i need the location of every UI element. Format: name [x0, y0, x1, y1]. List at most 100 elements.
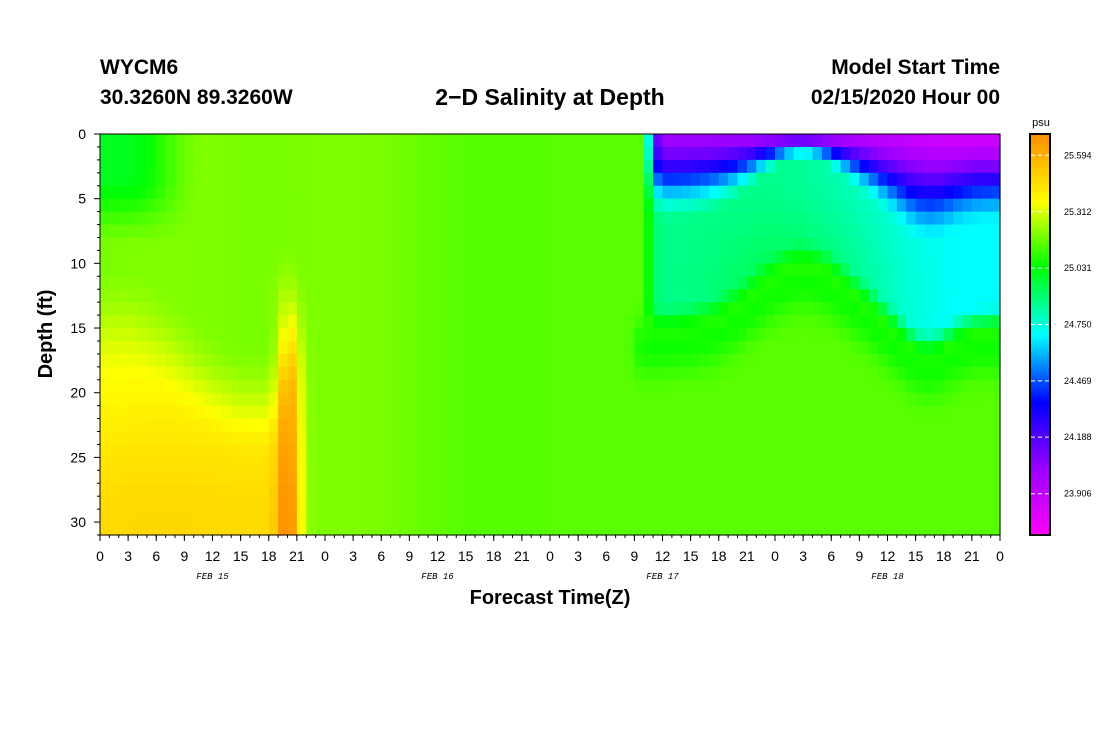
- heatmap-cell: [578, 146, 589, 161]
- heatmap-cell: [165, 431, 176, 446]
- heatmap-cell: [578, 470, 589, 484]
- heatmap-cell: [409, 134, 420, 148]
- heatmap-cell: [709, 159, 720, 174]
- heatmap-cell: [409, 263, 420, 277]
- heatmap-cell: [700, 483, 710, 497]
- heatmap-cell: [446, 315, 457, 329]
- heatmap-cell: [456, 172, 467, 187]
- heatmap-cell: [325, 134, 335, 148]
- heatmap-cell: [156, 353, 167, 368]
- heatmap-cell: [643, 418, 654, 433]
- heatmap-cell: [896, 250, 907, 264]
- heatmap-cell: [643, 146, 654, 161]
- heatmap-cell: [465, 522, 476, 536]
- heatmap-cell: [775, 379, 785, 394]
- heatmap-cell: [671, 328, 682, 342]
- heatmap-cell: [381, 146, 392, 161]
- heatmap-cell: [175, 302, 185, 316]
- heatmap-cell: [306, 353, 317, 368]
- heatmap-cell: [587, 185, 598, 200]
- heatmap-cell: [503, 146, 514, 161]
- heatmap-cell: [625, 366, 635, 381]
- heatmap-cell: [343, 172, 354, 187]
- heatmap-cell: [362, 198, 373, 213]
- heatmap-cell: [756, 237, 767, 252]
- heatmap-cell: [175, 198, 185, 213]
- heatmap-cell: [728, 470, 739, 484]
- heatmap-cell: [456, 289, 467, 303]
- heatmap-cell: [381, 328, 392, 342]
- heatmap-cell: [231, 431, 242, 446]
- heatmap-cell: [400, 172, 410, 187]
- heatmap-cell: [690, 315, 701, 329]
- heatmap-cell: [437, 405, 448, 420]
- heatmap-cell: [343, 250, 354, 264]
- heatmap-cell: [146, 392, 157, 407]
- heatmap-cell: [746, 237, 757, 252]
- heatmap-cell: [456, 418, 467, 433]
- heatmap-cell: [793, 134, 804, 148]
- heatmap-cell: [681, 237, 692, 252]
- heatmap-cell: [343, 263, 354, 277]
- heatmap-cell: [784, 353, 795, 368]
- heatmap-cell: [203, 198, 214, 213]
- heatmap-cell: [165, 289, 176, 303]
- heatmap-cell: [381, 379, 392, 394]
- heatmap-cell: [306, 315, 317, 329]
- heatmap-cell: [718, 483, 729, 497]
- heatmap-cell: [418, 159, 429, 174]
- heatmap-cell: [887, 431, 898, 446]
- heatmap-cell: [578, 444, 589, 458]
- heatmap-cell: [250, 392, 260, 407]
- heatmap-cell: [906, 328, 917, 342]
- heatmap-cell: [971, 353, 982, 368]
- heatmap-cell: [662, 444, 673, 458]
- heatmap-cell: [700, 315, 710, 329]
- heatmap-cell: [475, 250, 485, 264]
- heatmap-cell: [193, 379, 204, 394]
- heatmap-cell: [925, 289, 935, 303]
- heatmap-cell: [165, 392, 176, 407]
- heatmap-cell: [756, 328, 767, 342]
- heatmap-cell: [146, 289, 157, 303]
- heatmap-cell: [221, 418, 232, 433]
- heatmap-cell: [334, 146, 345, 161]
- heatmap-cell: [643, 172, 654, 187]
- heatmap-cell: [315, 328, 326, 342]
- heatmap-cell: [812, 496, 823, 510]
- heatmap-cell: [212, 185, 223, 200]
- heatmap-cell: [915, 224, 926, 239]
- heatmap-cell: [278, 289, 289, 303]
- heatmap-cell: [381, 353, 392, 368]
- heatmap-cell: [606, 146, 617, 161]
- heatmap-cell: [437, 134, 448, 148]
- heatmap-cell: [128, 328, 139, 342]
- heatmap-cell: [418, 185, 429, 200]
- heatmap-cell: [212, 457, 223, 471]
- heatmap-cell: [850, 263, 860, 277]
- heatmap-cell: [390, 134, 401, 148]
- heatmap-cell: [878, 146, 889, 161]
- heatmap-cell: [625, 250, 635, 264]
- heatmap-cell: [568, 470, 579, 484]
- heatmap-cell: [371, 457, 382, 471]
- heatmap-cell: [146, 353, 157, 368]
- heatmap-cell: [531, 172, 542, 187]
- heatmap-cell: [250, 250, 260, 264]
- heatmap-cell: [990, 146, 1001, 161]
- heatmap-cell: [175, 328, 185, 342]
- heatmap-cell: [821, 340, 832, 355]
- heatmap-cell: [981, 496, 992, 510]
- heatmap-cell: [925, 483, 935, 497]
- heatmap-cell: [381, 185, 392, 200]
- heatmap-cell: [409, 522, 420, 536]
- heatmap-cell: [128, 224, 139, 239]
- heatmap-cell: [737, 289, 748, 303]
- heatmap-cell: [221, 237, 232, 252]
- heatmap-cell: [568, 405, 579, 420]
- heatmap-cell: [503, 134, 514, 148]
- heatmap-cell: [231, 457, 242, 471]
- heatmap-cell: [540, 496, 551, 510]
- heatmap-cell: [728, 211, 739, 226]
